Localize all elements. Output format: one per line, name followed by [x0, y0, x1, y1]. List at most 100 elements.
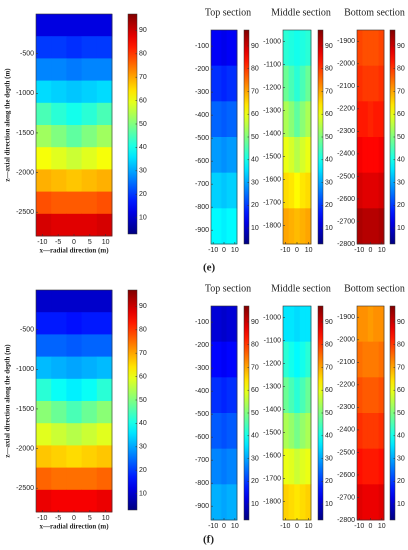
y-tick-label: -2100 — [337, 359, 355, 366]
contour-cell — [362, 306, 369, 343]
contour-cell — [231, 172, 238, 209]
contour-cell — [373, 65, 379, 102]
contour-cell — [283, 172, 289, 209]
contour-cell — [226, 65, 233, 102]
contour-cell — [362, 208, 369, 245]
colorbar-tick-label: 20 — [139, 191, 147, 198]
contour-cell — [357, 137, 363, 174]
contour-cell — [216, 341, 222, 378]
colorbar-tick-label: 70 — [325, 88, 333, 95]
contour-cell — [373, 341, 379, 378]
contour-cell — [36, 378, 52, 402]
y-tick-label: -300 — [195, 89, 209, 96]
y-tick-label: -800 — [195, 204, 209, 211]
contour-cell — [36, 80, 52, 104]
contour-cell — [357, 306, 363, 343]
contour-cell — [96, 102, 113, 126]
contour-cell — [211, 484, 217, 521]
x-tick-label: -10 — [354, 247, 364, 254]
x-tick-label: 0 — [295, 523, 299, 530]
contour-cell — [66, 312, 82, 335]
contour-cell — [51, 445, 67, 468]
contour-cell — [36, 36, 52, 59]
contour-cell — [283, 208, 289, 245]
contour-cell — [96, 423, 113, 446]
y-tick-label: -1500 — [263, 429, 281, 436]
x-tick-label: 0 — [222, 247, 226, 254]
contour-cell — [96, 36, 113, 59]
colorbar-tick-label: 90 — [397, 43, 405, 50]
contour-cell — [216, 101, 222, 138]
contour-cell — [216, 377, 222, 414]
contour-cell — [378, 101, 385, 138]
colorbar-tick-label: 80 — [325, 342, 333, 349]
y-tick-label: -200 — [195, 66, 209, 73]
x-tick-label: -5 — [55, 239, 61, 246]
contour-cell — [299, 484, 306, 521]
contour-cell — [299, 448, 306, 485]
contour-cell — [367, 30, 374, 67]
contour-cell — [66, 290, 82, 313]
colorbar-tick-label: 80 — [397, 66, 405, 73]
contour-cell — [305, 208, 312, 245]
contour-cell — [288, 484, 295, 521]
contour-cell — [96, 213, 113, 237]
contour-cell — [305, 137, 312, 174]
contour-cell — [367, 172, 374, 209]
colorbar-tick-label: 40 — [139, 144, 147, 151]
contour-cell — [81, 467, 98, 491]
contour-cell — [283, 30, 289, 67]
y-tick-label: -2300 — [337, 404, 355, 411]
colorbar-tick-label: 10 — [139, 490, 147, 497]
contour-cell — [51, 102, 67, 126]
contour-cell — [81, 36, 98, 59]
contour-cell — [51, 467, 67, 491]
y-tick-label: -2500 — [337, 173, 355, 180]
y-tick-label: -200 — [195, 342, 209, 349]
y-tick-label: -2500 — [16, 209, 34, 216]
colorbar-tick-label: 30 — [397, 179, 405, 186]
y-tick-label: -500 — [195, 135, 209, 142]
contour-cell — [283, 484, 289, 521]
contour-cell — [36, 169, 52, 192]
contour-cell — [51, 147, 67, 170]
contour-cell — [357, 30, 363, 67]
contour-cell — [216, 484, 222, 521]
colorbar-tick-label: 70 — [325, 364, 333, 371]
panel-title: Top section — [205, 283, 251, 294]
contour-cell — [96, 14, 113, 37]
contour-cell — [373, 306, 379, 343]
contour-cell — [357, 65, 363, 102]
colorbar-tick-label: 60 — [139, 373, 147, 380]
x-tick-label: -10 — [280, 523, 290, 530]
y-tick-label: -2200 — [337, 382, 355, 389]
contour-cell — [221, 484, 227, 521]
contour-cell — [373, 448, 379, 485]
colorbar-tick-label: 20 — [325, 478, 333, 485]
colorbar-tick-label: 70 — [397, 364, 405, 371]
colorbar-tick-label: 90 — [251, 319, 259, 326]
y-tick-label: -1400 — [263, 406, 281, 413]
contour-cell — [66, 334, 82, 357]
contour-cell — [96, 378, 113, 402]
x-tick-label: -10 — [208, 247, 218, 254]
y-axis-label: z—axial direction along the depth (m) — [4, 344, 12, 458]
y-tick-label: -2200 — [337, 106, 355, 113]
contour-cell — [51, 14, 67, 37]
y-tick-label: -900 — [195, 227, 209, 234]
x-tick-label: 0 — [369, 247, 373, 254]
contour-cell — [362, 484, 369, 521]
x-tick-label: 10 — [102, 239, 110, 246]
contour-cell — [294, 306, 301, 343]
y-tick-label: -2000 — [337, 337, 355, 344]
contour-cell — [305, 448, 312, 485]
y-tick-label: -800 — [195, 480, 209, 487]
contour-cell — [66, 58, 82, 81]
contour-cell — [81, 213, 98, 237]
contour-cell — [288, 306, 295, 343]
contour-cell — [283, 101, 289, 138]
contour-cell — [81, 58, 98, 81]
y-tick-label: -1000 — [263, 314, 281, 321]
colorbar-tick-label: 10 — [139, 214, 147, 221]
